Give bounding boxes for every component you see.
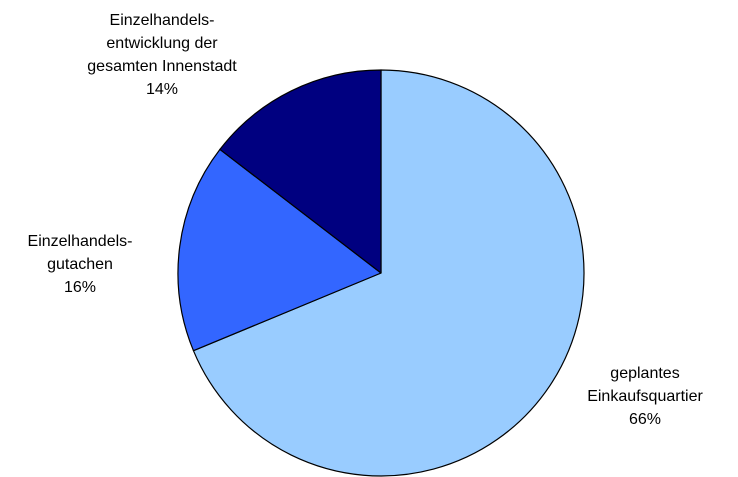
slice-label-einkaufsquartier: geplantes Einkaufsquartier 66% bbox=[572, 362, 718, 431]
slice-label-innenstadt-line-2: entwicklung der bbox=[106, 35, 218, 52]
slice-label-einkaufsquartier-line-1: geplantes bbox=[610, 365, 680, 382]
slice-label-innenstadt-line-1: Einzelhandels- bbox=[109, 12, 215, 29]
pie-slice-einkaufsquartier bbox=[192, 69, 585, 477]
pie-slice-innenstadt bbox=[219, 69, 382, 274]
slice-label-gutachen-line-1: Einzelhandels- bbox=[27, 233, 133, 250]
slice-label-einkaufsquartier-line-2: Einkaufsquartier bbox=[587, 388, 703, 405]
slice-value-innenstadt: 14% bbox=[145, 81, 179, 98]
slice-label-innenstadt: Einzelhandels- entwicklung der gesamten … bbox=[44, 9, 280, 101]
slice-label-gutachen-line-2: gutachen bbox=[47, 256, 113, 273]
slice-label-gutachen: Einzelhandels- gutachen 16% bbox=[4, 230, 156, 299]
slice-label-innenstadt-line-3: gesamten Innenstadt bbox=[87, 58, 237, 75]
pie-slice-gutachen bbox=[177, 148, 382, 352]
slice-value-einkaufsquartier: 66% bbox=[628, 411, 662, 428]
slice-value-gutachen: 16% bbox=[63, 279, 97, 296]
